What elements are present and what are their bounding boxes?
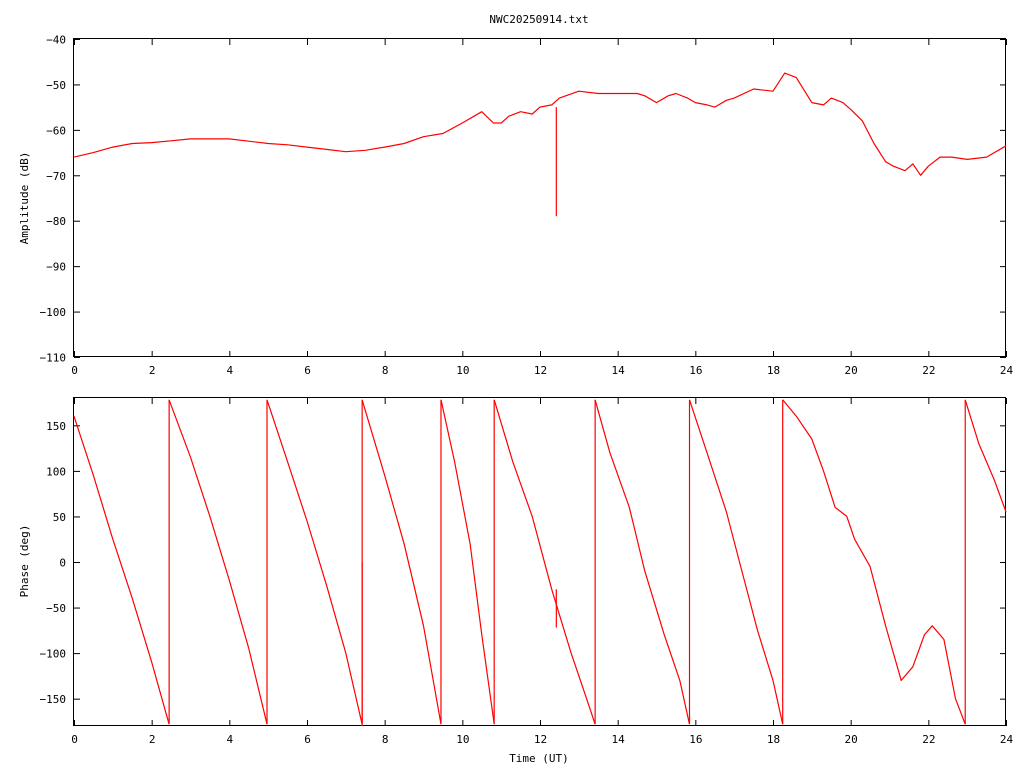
phase-series-line xyxy=(266,399,363,725)
phase-series-line xyxy=(594,399,691,725)
phase-x-tick-label: 16 xyxy=(689,733,702,746)
phase-series-line xyxy=(440,399,495,725)
phase-x-tick-label: 10 xyxy=(456,733,469,746)
amplitude-series xyxy=(73,72,1007,217)
phase-plot: Phase (deg) Time (UT) 0 2 4 6 8 10 12 14 16 18 20 2… xyxy=(18,397,1014,765)
amplitude-x-tick-label: 24 xyxy=(1000,364,1014,377)
phase-y-tick-label: −100 xyxy=(40,648,67,661)
phase-series-line xyxy=(688,399,784,725)
amplitude-x-tick-label: 20 xyxy=(845,364,858,377)
phase-y-tick-label: 0 xyxy=(59,557,66,570)
chart-title: NWC20250914.txt xyxy=(489,13,588,26)
phase-y-tick-label: −150 xyxy=(40,693,67,706)
amplitude-y-axis-label: Amplitude (dB) xyxy=(18,152,31,245)
amplitude-x-tick-label: 16 xyxy=(689,364,702,377)
phase-y-tick-label: −50 xyxy=(46,602,66,615)
phase-series-line xyxy=(964,399,1007,513)
phase-x-tick-label: 2 xyxy=(149,733,156,746)
amplitude-x-tick-label: 0 xyxy=(71,364,78,377)
amplitude-x-tick-label: 22 xyxy=(922,364,935,377)
phase-y-axis-label: Phase (deg) xyxy=(18,525,31,598)
phase-x-tick-label: 12 xyxy=(534,733,547,746)
phase-x-tick-label: 6 xyxy=(304,733,311,746)
phase-series-line xyxy=(782,399,966,725)
phase-x-tick-label: 20 xyxy=(845,733,858,746)
phase-series-line xyxy=(493,399,596,725)
amplitude-y-tick-label: −80 xyxy=(46,215,66,228)
amplitude-y-tick-label: −90 xyxy=(46,261,66,274)
phase-x-tick-label: 24 xyxy=(1000,733,1014,746)
phase-x-tick-label: 22 xyxy=(922,733,935,746)
amplitude-plot-frame xyxy=(73,38,1006,357)
amplitude-y-tick-label: −110 xyxy=(40,352,67,365)
amplitude-series-line xyxy=(73,72,1007,176)
phase-series xyxy=(73,399,1007,726)
phase-x-tick-label: 0 xyxy=(71,733,78,746)
phase-axes: 0 2 4 6 8 10 12 14 16 18 20 22 24150100500−50−100−15… xyxy=(40,398,1014,746)
phase-plot-frame xyxy=(73,397,1006,726)
amplitude-x-tick-label: 6 xyxy=(304,364,311,377)
phase-x-tick-label: 4 xyxy=(227,733,234,746)
amplitude-y-tick-label: −50 xyxy=(46,79,66,92)
phase-series-line xyxy=(361,399,442,725)
amplitude-x-tick-label: 14 xyxy=(612,364,626,377)
amplitude-plot: Amplitude (dB) 0 2 4 6 8 10 12 14 16 18 20 22 24−40−… xyxy=(18,34,1013,378)
time-x-axis-label: Time (UT) xyxy=(509,752,569,765)
phase-y-tick-label: 150 xyxy=(46,420,66,433)
phase-x-tick-label: 18 xyxy=(767,733,780,746)
phase-series-line xyxy=(73,416,170,725)
amplitude-x-tick-label: 2 xyxy=(149,364,156,377)
phase-x-tick-label: 8 xyxy=(382,733,389,746)
amplitude-y-tick-label: −40 xyxy=(46,34,66,47)
amplitude-y-tick-label: −60 xyxy=(46,124,66,137)
amplitude-axes: 0 2 4 6 8 10 12 14 16 18 20 22 24−40−50−60−70−80−90−… xyxy=(40,34,1014,378)
amplitude-y-tick-label: −70 xyxy=(46,170,66,183)
phase-y-tick-label: 100 xyxy=(46,465,66,478)
phase-x-tick-label: 14 xyxy=(612,733,626,746)
amplitude-x-tick-label: 18 xyxy=(767,364,780,377)
amplitude-x-tick-label: 4 xyxy=(227,364,234,377)
amplitude-x-tick-label: 8 xyxy=(382,364,389,377)
amplitude-y-tick-label: −100 xyxy=(40,306,67,319)
amplitude-x-tick-label: 10 xyxy=(456,364,469,377)
amplitude-x-tick-label: 12 xyxy=(534,364,547,377)
phase-series-line xyxy=(168,399,268,725)
phase-y-tick-label: 50 xyxy=(53,511,66,524)
